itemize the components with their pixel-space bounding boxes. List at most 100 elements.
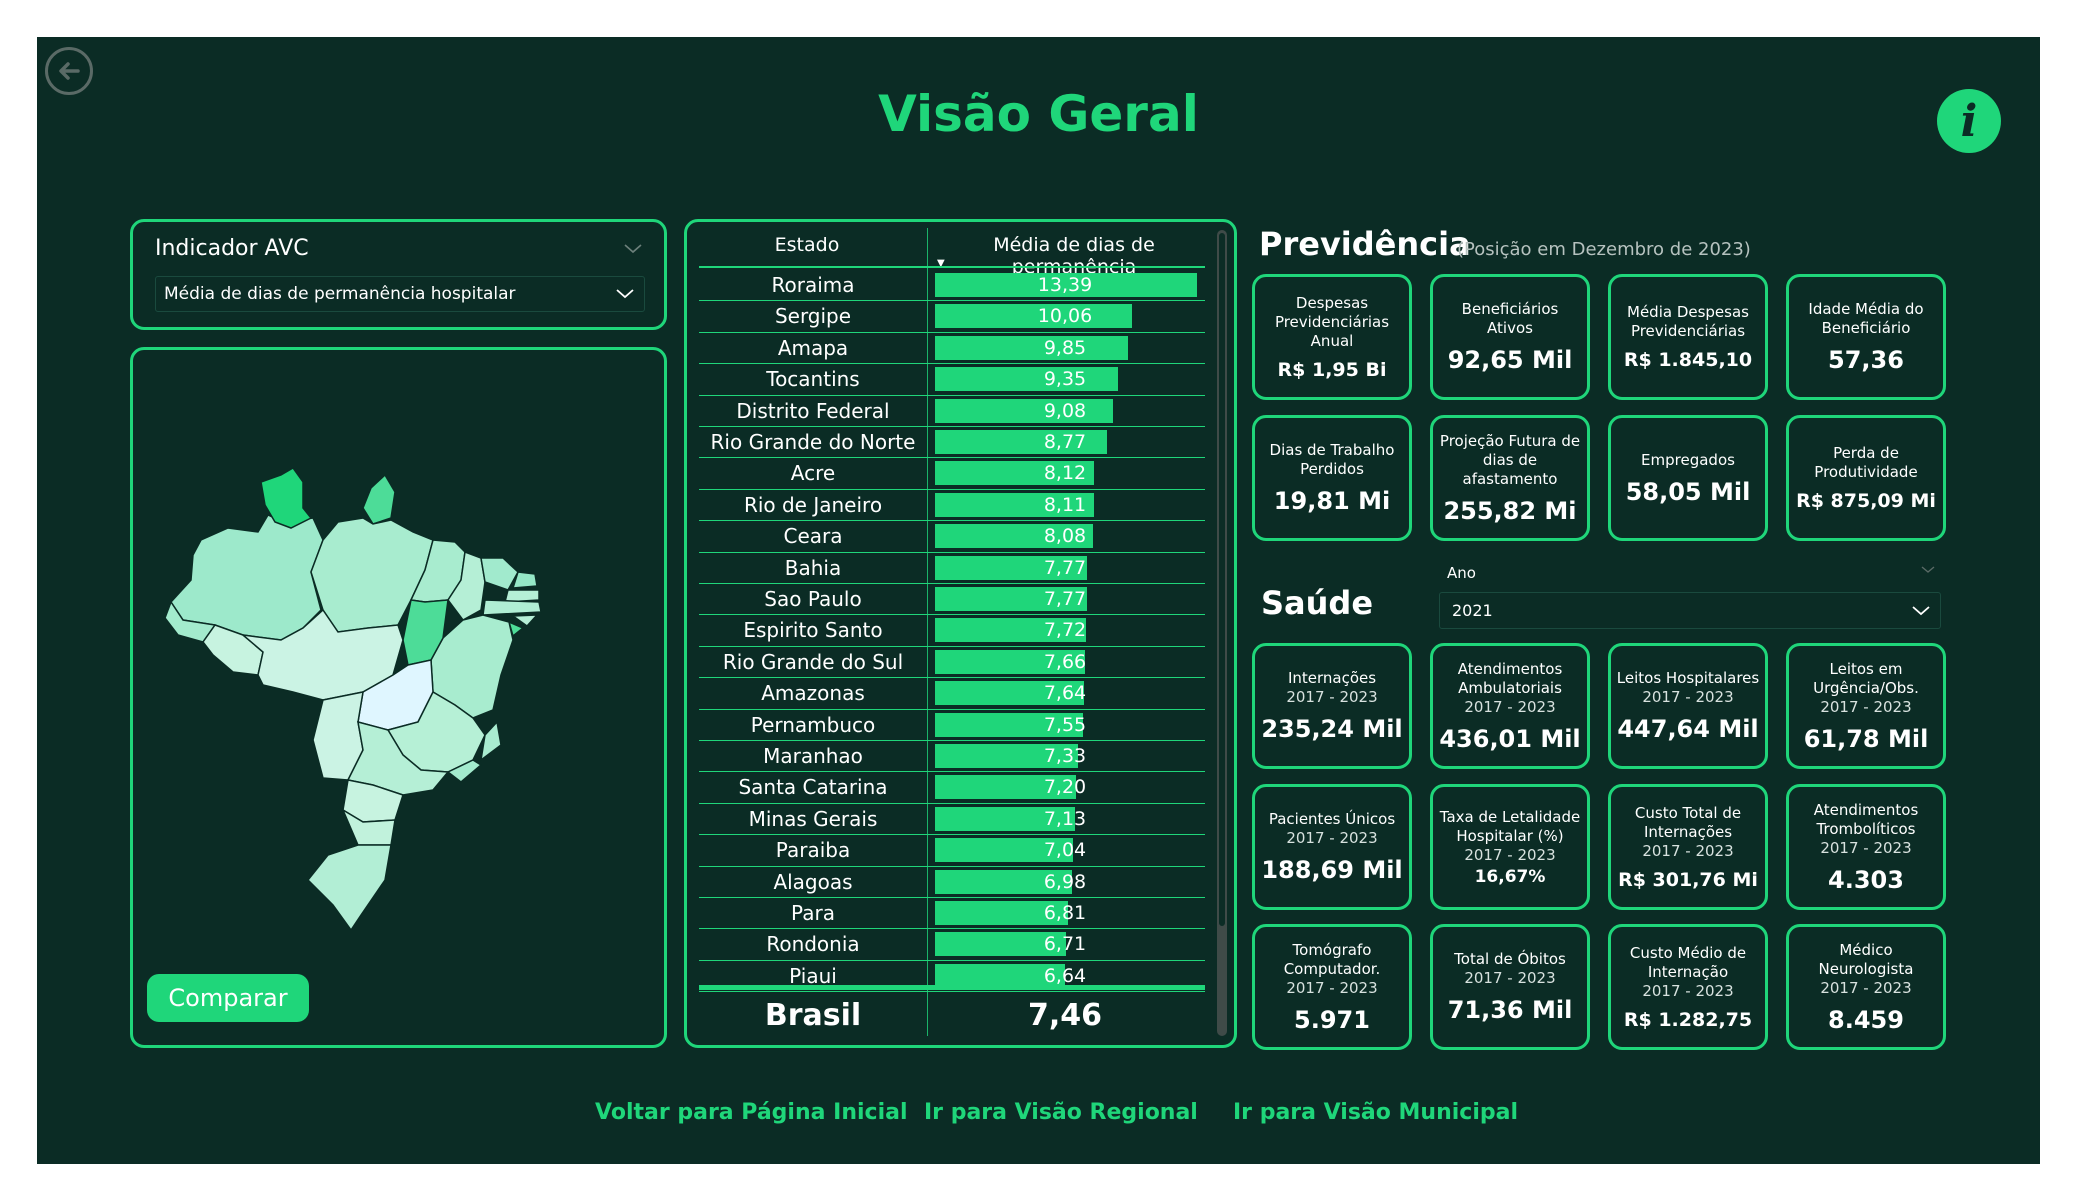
table-row[interactable]: Santa Catarina 7,20	[699, 772, 1205, 804]
table-cell-state: Rondonia	[766, 932, 860, 957]
table-cell-bar	[935, 398, 1113, 423]
table-cell-state: Acre	[790, 461, 836, 486]
table-row[interactable]: Rio de Janeiro 8,11	[699, 490, 1205, 522]
kpi-card-label: Atendimentos Trombolíticos	[1813, 800, 1919, 838]
kpi-card-label: Atendimentos Ambulatoriais	[1457, 659, 1563, 697]
table-cell-state: Tocantins	[766, 367, 860, 392]
saude-section-title: Saúde	[1261, 584, 1374, 622]
table-row[interactable]: Espirito Santo 7,72	[699, 615, 1205, 647]
brazil-map[interactable]	[163, 460, 603, 930]
chevron-down-icon[interactable]	[1921, 562, 1935, 578]
table-cell-value: 8,11	[1043, 493, 1087, 516]
table-row[interactable]: Minas Gerais 7,13	[699, 804, 1205, 836]
table-cell-bar	[935, 524, 1093, 549]
kpi-card-label: Beneficiários Ativos	[1461, 300, 1559, 337]
table-cell-state: Rio Grande do Sul	[722, 649, 904, 674]
kpi-card-label: Pacientes Únicos	[1268, 810, 1396, 828]
table-row[interactable]: Pernambuco 7,55	[699, 710, 1205, 741]
table-row[interactable]: Maranhao 7,33	[699, 741, 1205, 773]
kpi-card-value: 5.971	[1294, 1005, 1370, 1034]
table-column-divider	[927, 228, 928, 1036]
kpi-card-period: 2017 - 2023	[1820, 978, 1912, 997]
kpi-card-label: Médico Neurologista	[1818, 940, 1914, 978]
map-state-rio-de-janeiro	[446, 759, 483, 783]
table-cell-value: 8,12	[1043, 462, 1087, 485]
kpi-card-value: 4.303	[1828, 865, 1904, 894]
total-row-value: 7,46	[1027, 998, 1103, 1033]
kpi-card-period: 2017 - 2023	[1820, 697, 1912, 716]
year-select[interactable]: 2021	[1439, 592, 1941, 629]
table-cell-value: 6,81	[1043, 902, 1087, 924]
table-row[interactable]: Amazonas 7,64	[699, 678, 1205, 710]
table-cell-state: Para	[791, 901, 835, 925]
table-cell-bar	[935, 335, 1128, 360]
table-row[interactable]: Sergipe 10,06	[699, 301, 1205, 333]
kpi-card-value: 8.459	[1828, 1005, 1904, 1034]
table-cell-value: 7,77	[1043, 556, 1087, 579]
map-state-espirito-santo	[479, 720, 502, 762]
link-municipal-view[interactable]: Ir para Visão Municipal	[1233, 1100, 1519, 1125]
table-row[interactable]: Distrito Federal 9,08	[699, 396, 1205, 427]
table-cell-value: 6,64	[1043, 964, 1087, 987]
table-row[interactable]: Tocantins 9,35	[699, 364, 1205, 396]
table-cell-value: 8,77	[1043, 431, 1087, 453]
table-cell-state: Amazonas	[761, 681, 865, 706]
table-cell-value: 7,13	[1043, 807, 1087, 830]
table-cell-state: Bahia	[784, 555, 842, 580]
kpi-card-value: 188,69 Mil	[1261, 856, 1403, 884]
kpi-card-label: Custo Total de Internações	[1634, 803, 1742, 841]
table-row[interactable]: Amapa 9,85	[699, 333, 1205, 365]
kpi-card-value: R$ 301,76 Mi	[1618, 868, 1758, 891]
table-row[interactable]: Bahia 7,77	[699, 553, 1205, 584]
table-cell-bar	[935, 304, 1132, 329]
chevron-down-icon	[616, 289, 634, 299]
column-header-state[interactable]: Estado	[774, 234, 840, 256]
table-row[interactable]: Roraima 13,39	[699, 270, 1205, 302]
table-cell-value: 10,06	[1037, 305, 1093, 328]
back-button[interactable]	[45, 47, 93, 95]
table-row[interactable]: Ceara 8,08	[699, 521, 1205, 553]
indicator-select[interactable]: Média de dias de permanência hospitalar	[155, 276, 645, 312]
table-cell-state: Maranhao	[763, 744, 863, 768]
table-cell-bar	[935, 587, 1087, 611]
table-row[interactable]: Rio Grande do Norte 8,77	[699, 427, 1205, 459]
indicator-select-value: Média de dias de permanência hospitalar	[164, 284, 516, 304]
table-cell-state: Rio de Janeiro	[743, 492, 883, 517]
table-row[interactable]: Para 6,81	[699, 898, 1205, 930]
table-cell-bar	[935, 555, 1087, 580]
kpi-card: Atendimentos Ambulatoriais 2017 - 2023 436…	[1430, 643, 1590, 769]
table-row[interactable]: Alagoas 6,98	[699, 867, 1205, 898]
kpi-card-period: 2017 - 2023	[1286, 829, 1378, 847]
table-row[interactable]: Acre 8,12	[699, 458, 1205, 490]
kpi-card: Despesas Previdenciárias Anual R$ 1,95 Bi	[1252, 274, 1412, 400]
table-row[interactable]: Rondonia 6,71	[699, 929, 1205, 961]
kpi-card-period: 2017 - 2023	[1286, 688, 1378, 706]
kpi-card-period: 2017 - 2023	[1286, 978, 1378, 997]
table-cell-state: Distrito Federal	[736, 398, 890, 423]
kpi-card-period: 2017 - 2023	[1820, 838, 1912, 857]
map-state-rio-grande-do-sul	[306, 844, 392, 930]
kpi-card-label: Projeção Futura de dias de afastamento	[1439, 431, 1581, 488]
table-row[interactable]: Piaui 6,64	[699, 961, 1205, 993]
table-cell-state: Roraima	[771, 273, 855, 297]
table-row[interactable]: Rio Grande do Sul 7,66	[699, 647, 1205, 679]
chevron-down-icon[interactable]	[624, 238, 642, 259]
kpi-card: Idade Média do Beneficiário 57,36	[1786, 274, 1946, 400]
info-button[interactable]: i	[1937, 89, 2001, 153]
compare-button[interactable]: Comparar	[147, 974, 309, 1022]
kpi-card-label: Média Despesas Previdenciárias	[1627, 303, 1749, 340]
kpi-card-label: Dias de Trabalho Perdidos	[1269, 441, 1395, 478]
kpi-card: Perda de Produtividade R$ 875,09 Mi	[1786, 415, 1946, 541]
link-regional-view[interactable]: Ir para Visão Regional	[924, 1100, 1198, 1125]
kpi-card: Média Despesas Previdenciárias R$ 1.845,1…	[1608, 274, 1768, 400]
kpi-card-label: Custo Médio de Internação	[1629, 943, 1747, 981]
table-row[interactable]: Sao Paulo 7,77	[699, 584, 1205, 616]
table-cell-bar	[935, 963, 1065, 988]
kpi-card-value: 57,36	[1828, 346, 1904, 374]
year-select-value: 2021	[1452, 601, 1493, 620]
table-cell-value: 7,04	[1043, 839, 1087, 862]
table-scrollbar-thumb[interactable]	[1218, 232, 1226, 927]
table-cell-bar	[935, 712, 1083, 737]
link-home[interactable]: Voltar para Página Inicial	[595, 1100, 908, 1125]
table-row[interactable]: Paraiba 7,04	[699, 835, 1205, 867]
